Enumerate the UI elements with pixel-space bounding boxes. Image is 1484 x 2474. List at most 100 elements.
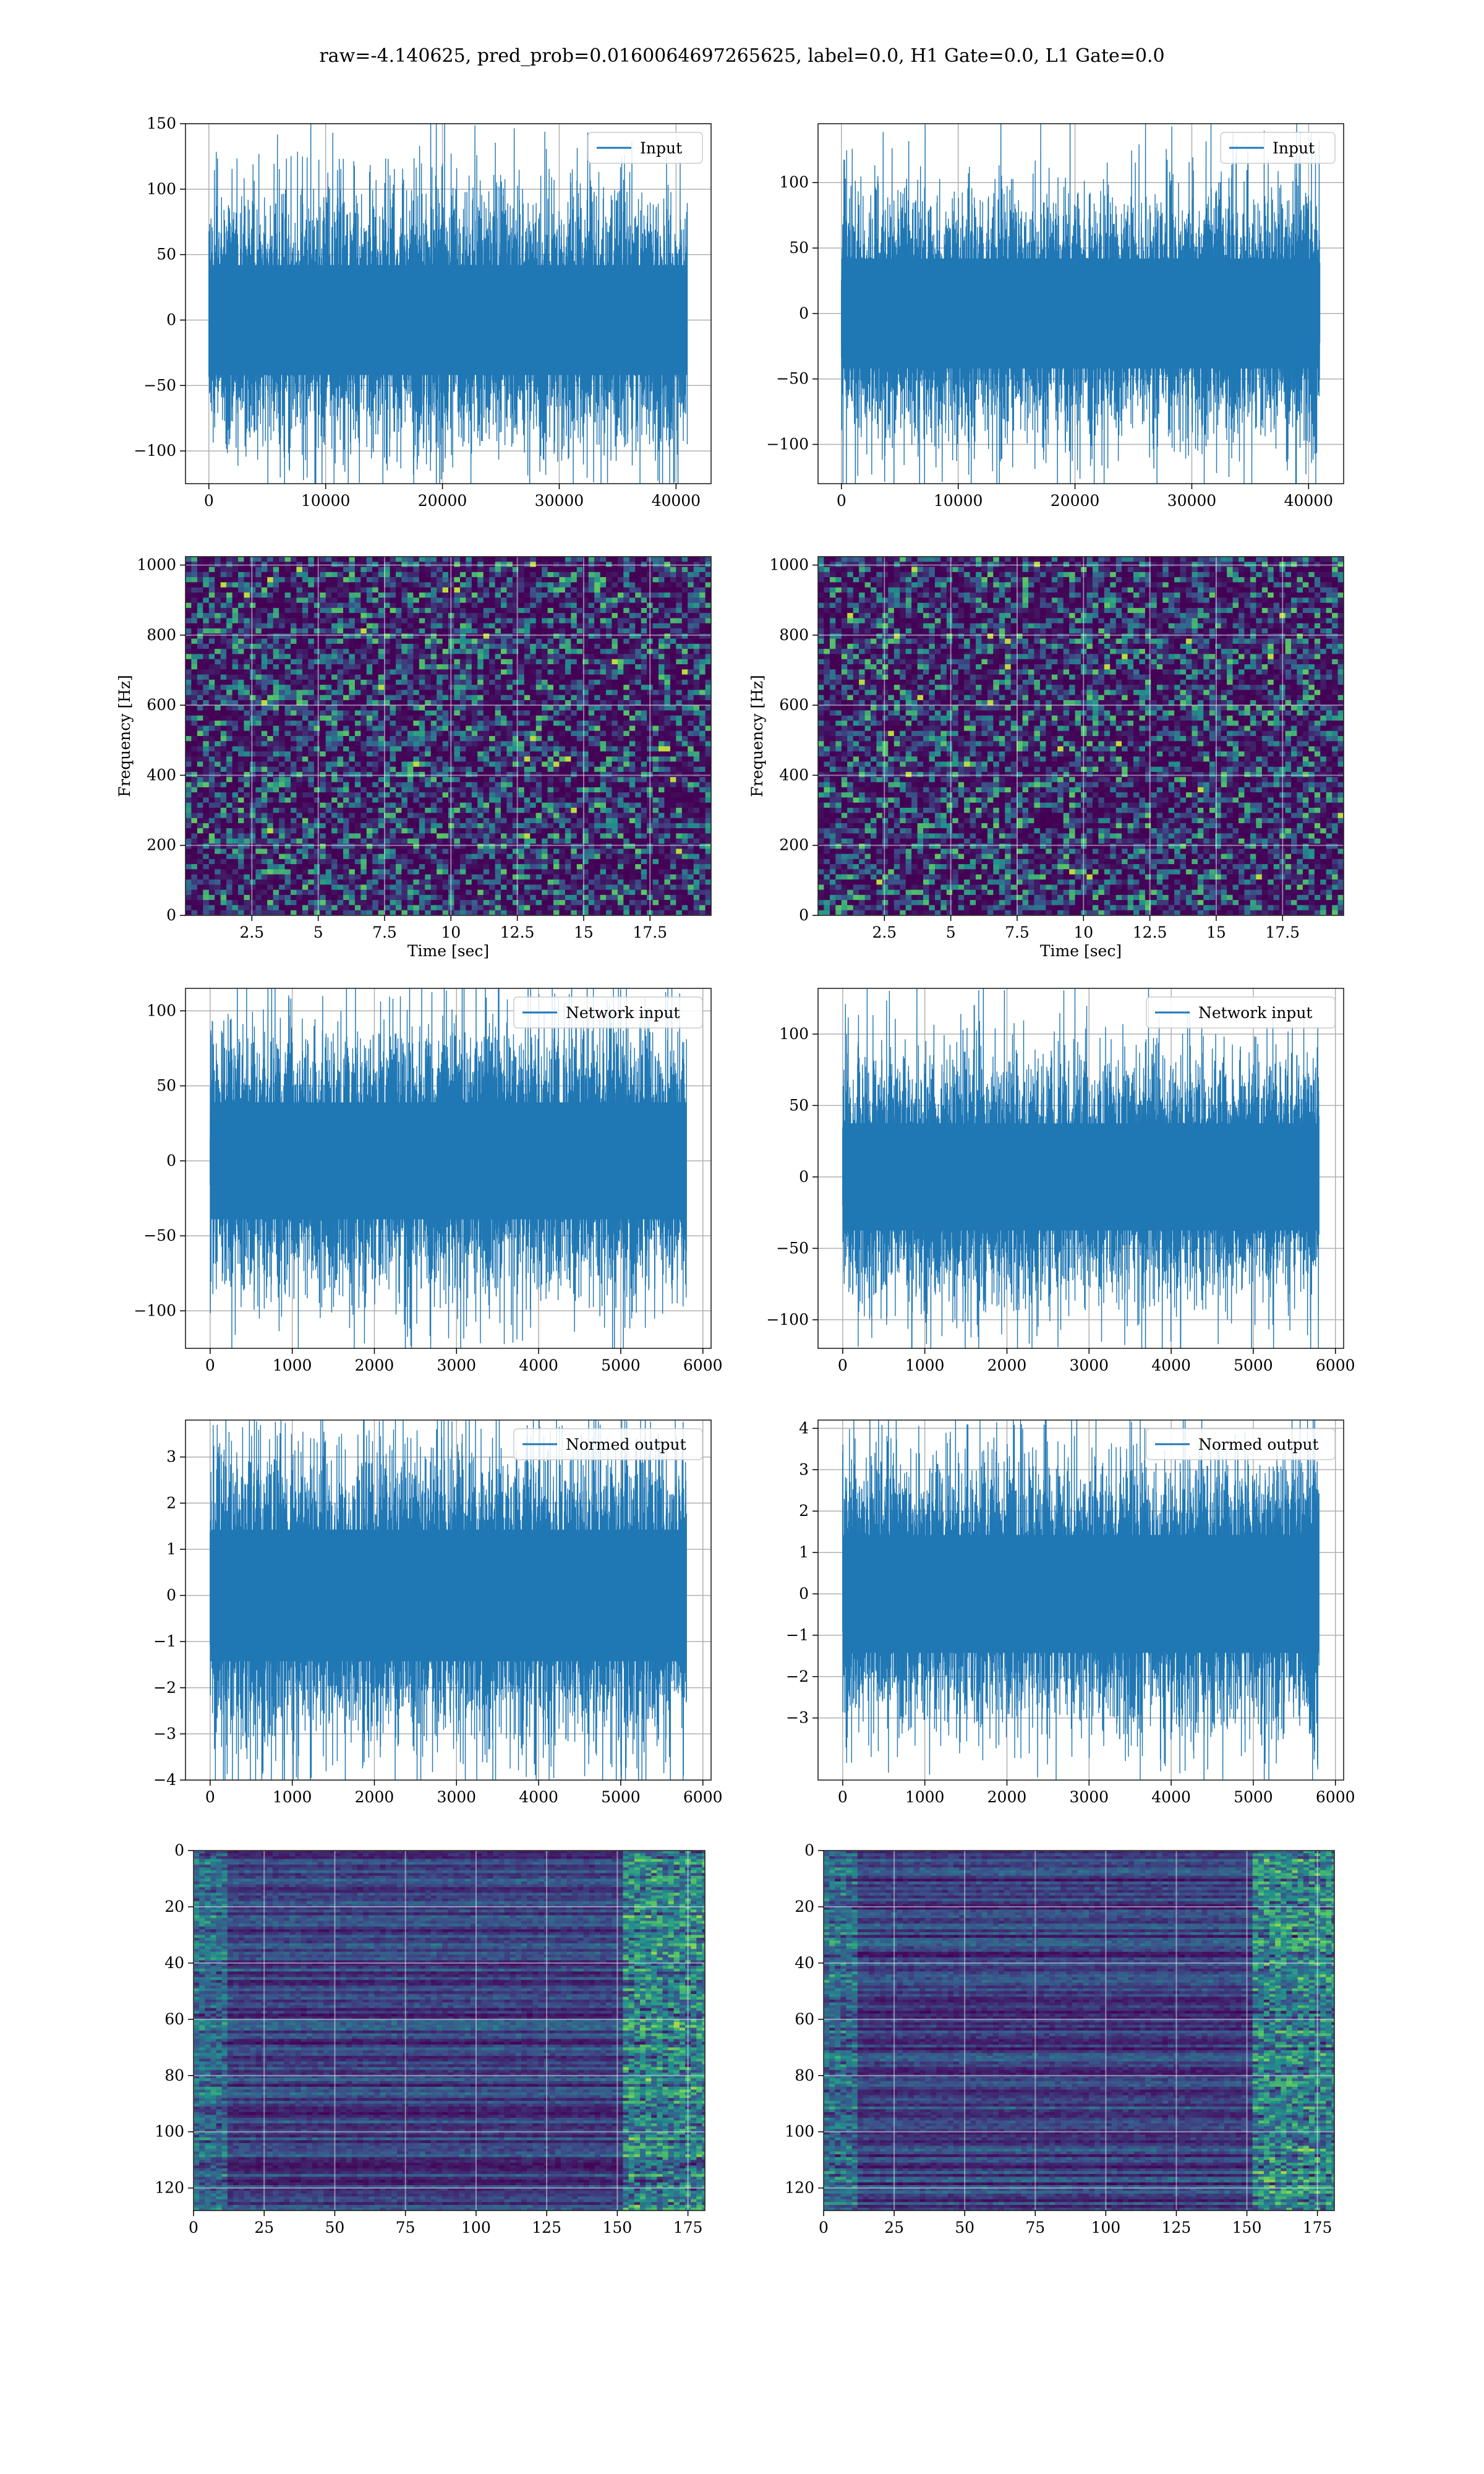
x-tick-label: 2000 xyxy=(355,1356,394,1374)
x-tick-label: 125 xyxy=(1162,2219,1192,2236)
x-tick-label: 75 xyxy=(396,2219,416,2236)
panel-netin-h1: 0 1000 2000 3000 4000 5000 6000 −100 −50 0 50 100 Ne… xyxy=(134,988,723,1374)
x-axis-label: Time [sec] xyxy=(407,942,489,960)
x-tick-label: 17.5 xyxy=(1265,923,1300,941)
x-tick-label: 0 xyxy=(205,1356,215,1374)
y-axis-label: Frequency [Hz] xyxy=(748,675,766,797)
x-tick-label: 10000 xyxy=(301,492,351,510)
panel-spec-h1: 2.5 5 7.5 10 12.5 15 17.5 0 200 400 600 800 1000 Time… xyxy=(116,556,712,960)
y-tick-label: 400 xyxy=(779,766,809,784)
x-tick-label: 50 xyxy=(955,2219,974,2236)
x-tick-label: 0 xyxy=(189,2219,198,2236)
y-tick-label: 80 xyxy=(164,2066,184,2084)
x-tick-label: 6000 xyxy=(1316,1356,1355,1374)
legend: Normed output xyxy=(1146,1428,1336,1460)
axes-frame xyxy=(185,1419,712,1781)
x-tick-label: 3000 xyxy=(1069,1356,1109,1374)
y-tick-label: −100 xyxy=(766,1311,809,1329)
y-tick-label: 50 xyxy=(156,246,176,263)
y-tick-label: 4 xyxy=(799,1419,809,1437)
x-tick-label: 3000 xyxy=(437,1788,476,1806)
y-tick-label: 100 xyxy=(147,1001,176,1019)
legend: Input xyxy=(1220,132,1336,164)
y-tick-label: −2 xyxy=(786,1667,809,1685)
x-tick-label: 4000 xyxy=(1151,1356,1191,1374)
y-tick-label: −50 xyxy=(143,1226,176,1244)
y-tick-label: 100 xyxy=(779,1025,809,1043)
y-tick-label: 0 xyxy=(166,1152,176,1170)
y-tick-label: 0 xyxy=(799,304,809,322)
series-core-netin-h1 xyxy=(210,1102,687,1220)
y-tick-label: 0 xyxy=(166,310,176,328)
x-tick-label: 7.5 xyxy=(1005,923,1030,941)
y-tick-label: −1 xyxy=(153,1632,176,1650)
x-tick-label: 10000 xyxy=(934,492,983,510)
y-tick-label: 400 xyxy=(147,766,176,784)
panel-normed-h1: 0 1000 2000 3000 4000 5000 6000 −4 −3 −2 −1 0 1 2 3 Nor… xyxy=(153,1419,723,1806)
y-tick-label: 60 xyxy=(795,2010,814,2028)
y-tick-label: −100 xyxy=(134,1301,176,1319)
legend-label: Normed output xyxy=(566,1436,686,1453)
legend-label: Normed output xyxy=(1198,1436,1319,1453)
panel-input-h1: 0 10000 20000 30000 40000 −100 −50 0 50 100 150 Inp… xyxy=(134,114,712,510)
figure-title: raw=-4.140625, pred_prob=0.0160064697265… xyxy=(319,45,1164,67)
x-tick-label: 4000 xyxy=(519,1788,558,1806)
y-tick-label: 50 xyxy=(789,239,809,257)
x-tick-label: 0 xyxy=(204,492,214,510)
axes-frame xyxy=(185,988,712,1349)
panel-spec-l1: 2.5 5 7.5 10 12.5 15 17.5 0 200 400 600 800 1000 Time… xyxy=(748,556,1344,960)
x-tick-label: 6000 xyxy=(683,1356,723,1374)
heatmap-features-l1 xyxy=(824,1851,1334,2211)
y-axis-label: Frequency [Hz] xyxy=(116,675,134,797)
legend-label: Input xyxy=(640,139,682,157)
y-tick-label: 600 xyxy=(147,696,176,714)
x-tick-label: 1000 xyxy=(273,1356,312,1374)
axes-frame xyxy=(817,988,1344,1349)
y-tick-label: 80 xyxy=(795,2066,814,2084)
panel-features-h1: 0 25 50 75 100 125 150 175 0 20 40 60 80 100 120 xyxy=(155,1841,706,2236)
y-tick-label: 200 xyxy=(147,836,176,854)
y-tick-label: 200 xyxy=(779,836,809,854)
heatmap-spec-l1 xyxy=(818,557,1344,915)
y-tick-label: −50 xyxy=(776,1239,809,1257)
y-tick-label: 800 xyxy=(779,626,809,644)
legend-label: Network input xyxy=(1198,1004,1312,1022)
axes-frame xyxy=(193,1850,706,2211)
x-tick-label: 5000 xyxy=(601,1788,641,1806)
axes-frame xyxy=(185,123,712,484)
x-tick-label: 40000 xyxy=(652,492,701,510)
y-tick-label: 3 xyxy=(166,1448,176,1466)
y-tick-label: −50 xyxy=(776,370,809,388)
panel-netin-l1: 0 1000 2000 3000 4000 5000 6000 −100 −50 0 50 100 Ne… xyxy=(766,988,1355,1374)
x-tick-label: 20000 xyxy=(418,492,467,510)
series-core-netin-l1 xyxy=(842,1123,1320,1231)
axes-frame xyxy=(185,556,712,916)
x-tick-label: 15 xyxy=(574,923,594,941)
x-tick-label: 75 xyxy=(1025,2219,1045,2236)
x-tick-label: 2.5 xyxy=(239,923,264,941)
series-core-input-h1 xyxy=(208,265,688,375)
y-tick-label: 2 xyxy=(799,1502,809,1520)
x-tick-label: 4000 xyxy=(1151,1788,1191,1806)
x-tick-label: 5000 xyxy=(1234,1788,1273,1806)
legend: Input xyxy=(587,132,703,164)
x-tick-label: 12.5 xyxy=(1133,923,1167,941)
x-tick-label: 12.5 xyxy=(500,923,535,941)
y-tick-label: 0 xyxy=(166,1586,176,1604)
x-tick-label: 30000 xyxy=(535,492,584,510)
x-tick-label: 0 xyxy=(205,1788,215,1806)
axes-frame xyxy=(817,556,1344,916)
x-tick-label: 5000 xyxy=(601,1356,641,1374)
y-tick-label: 600 xyxy=(779,696,809,714)
y-tick-label: 150 xyxy=(147,114,176,132)
y-tick-label: 20 xyxy=(795,1898,814,1915)
y-tick-label: 40 xyxy=(164,1954,184,1972)
x-tick-label: 5 xyxy=(946,923,956,941)
y-tick-label: 1 xyxy=(166,1540,176,1558)
y-tick-label: 3 xyxy=(799,1460,809,1478)
x-tick-label: 3000 xyxy=(437,1356,476,1374)
y-tick-label: 800 xyxy=(147,626,176,644)
x-tick-label: 150 xyxy=(602,2219,632,2236)
x-tick-label: 1000 xyxy=(905,1788,945,1806)
